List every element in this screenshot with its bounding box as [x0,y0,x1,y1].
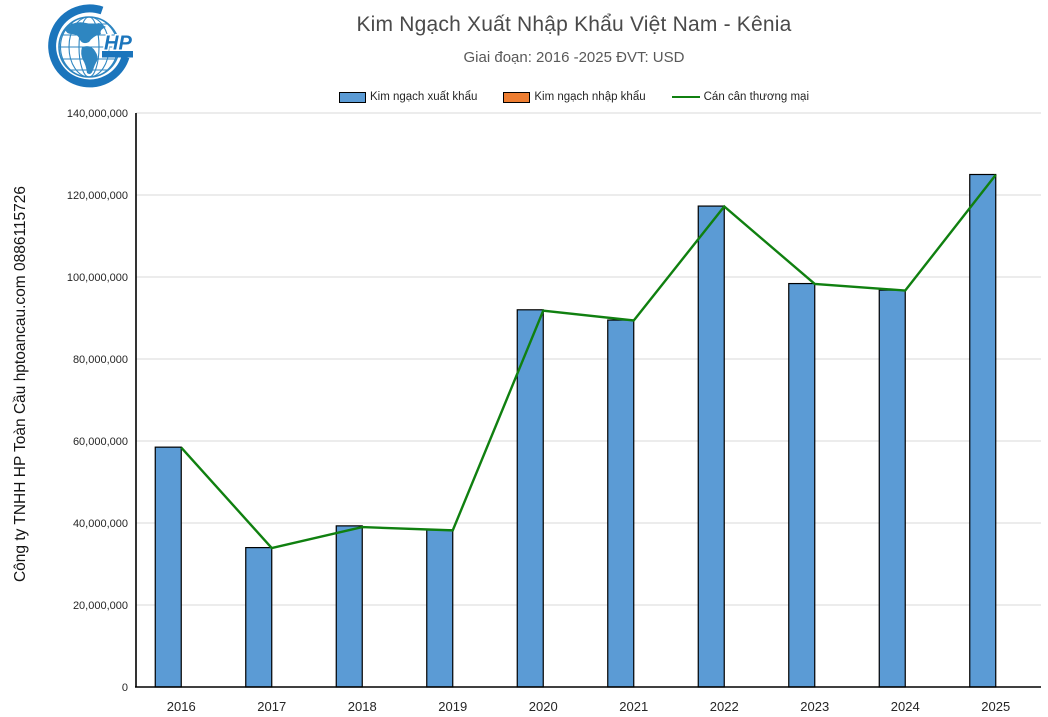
page-subtitle: Giai đoạn: 2016 -2025 ĐVT: USD [463,49,685,66]
bar-export-2016 [154,446,182,688]
legend-label: Cán cân thương mại [703,91,810,103]
globe-icon [58,16,120,78]
x-tick-label: 2019 [438,699,467,714]
x-tick-label: 2020 [529,699,558,714]
legend-item-import: Kim ngạch nhập khẩu [503,91,646,103]
legend-swatch [338,91,366,103]
y-tick-label: 60,000,000 [73,436,128,448]
legend-swatch [503,91,531,103]
y-tick-label: 100,000,000 [67,272,128,284]
x-tick-label: 2017 [257,699,286,714]
y-tick-label: 140,000,000 [67,108,128,120]
bar-export-2024 [878,289,906,688]
page-title: Kim Ngạch Xuất Nhập Khẩu Việt Nam - Kêni… [356,13,792,36]
y-tick-label: 120,000,000 [67,190,128,202]
bar-export-2025 [969,173,997,688]
y-tick-label: 40,000,000 [73,518,128,530]
logo-underline [102,51,133,58]
x-tick-label: 2025 [981,699,1010,714]
bar-export-2017 [245,546,273,688]
bar-export-2020 [516,309,544,688]
legend-label: Kim ngạch nhập khẩu [534,91,646,103]
legend-item-export: Kim ngạch xuất khẩu [338,91,478,103]
legend-label: Kim ngạch xuất khẩu [369,91,478,103]
bar-export-2021 [607,319,635,688]
logo-swoosh [48,4,130,88]
x-tick-label: 2021 [619,699,648,714]
bar-export-2018 [335,525,363,688]
company-logo: HP [48,4,134,88]
logo-letters: HP [104,33,132,55]
y-tick-label: 0 [122,682,128,694]
y-tick-label: 80,000,000 [73,354,128,366]
legend-swatch [671,96,700,98]
trade-balance-line [180,174,997,550]
x-tick-label: 2023 [800,699,829,714]
x-tick-label: 2016 [167,699,196,714]
bar-export-2019 [426,529,454,688]
bar-export-2022 [697,205,725,688]
bar-export-2023 [788,282,816,688]
y-tick-label: 20,000,000 [73,600,128,612]
x-tick-label: 2018 [348,699,377,714]
x-tick-label: 2024 [891,699,920,714]
x-tick-label: 2022 [710,699,739,714]
chart-legend: Kim ngạch xuất khẩu Kim ngạch nhập khẩu Cá… [100,88,1048,106]
legend-item-trade-balance: Cán cân thương mại [671,91,810,103]
